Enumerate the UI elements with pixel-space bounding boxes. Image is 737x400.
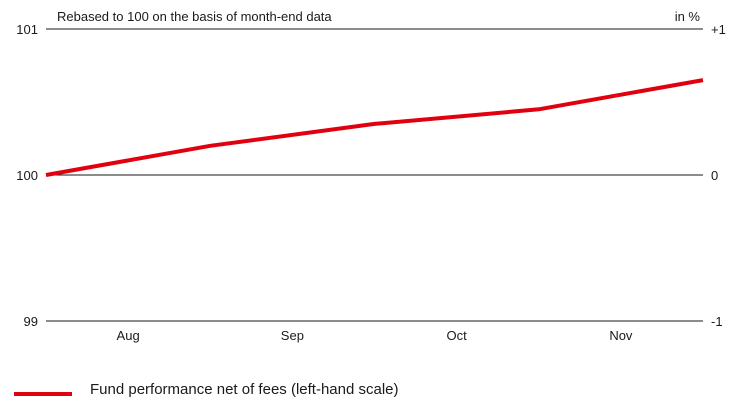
x-tick-label: Sep <box>281 328 304 343</box>
right-tick-label: -1 <box>711 314 723 329</box>
left-axis-ticks: 101 100 99 <box>16 22 38 329</box>
x-tick-label: Aug <box>117 328 140 343</box>
right-axis-unit: in % <box>675 9 701 24</box>
gridlines <box>46 28 703 322</box>
chart-subtitle: Rebased to 100 on the basis of month-end… <box>57 9 332 24</box>
right-axis-ticks: +1 0 -1 <box>711 22 726 329</box>
right-tick-label: 0 <box>711 168 718 183</box>
x-axis-ticks: Aug Sep Oct Nov <box>117 328 633 343</box>
x-tick-label: Nov <box>609 328 633 343</box>
left-tick-label: 99 <box>24 314 38 329</box>
right-tick-label: +1 <box>711 22 726 37</box>
left-tick-label: 100 <box>16 168 38 183</box>
series-layer <box>45 78 704 177</box>
x-tick-label: Oct <box>447 328 468 343</box>
left-tick-label: 101 <box>16 22 38 37</box>
legend-label: Fund performance net of fees (left-hand … <box>90 381 399 398</box>
series-line <box>45 78 704 177</box>
